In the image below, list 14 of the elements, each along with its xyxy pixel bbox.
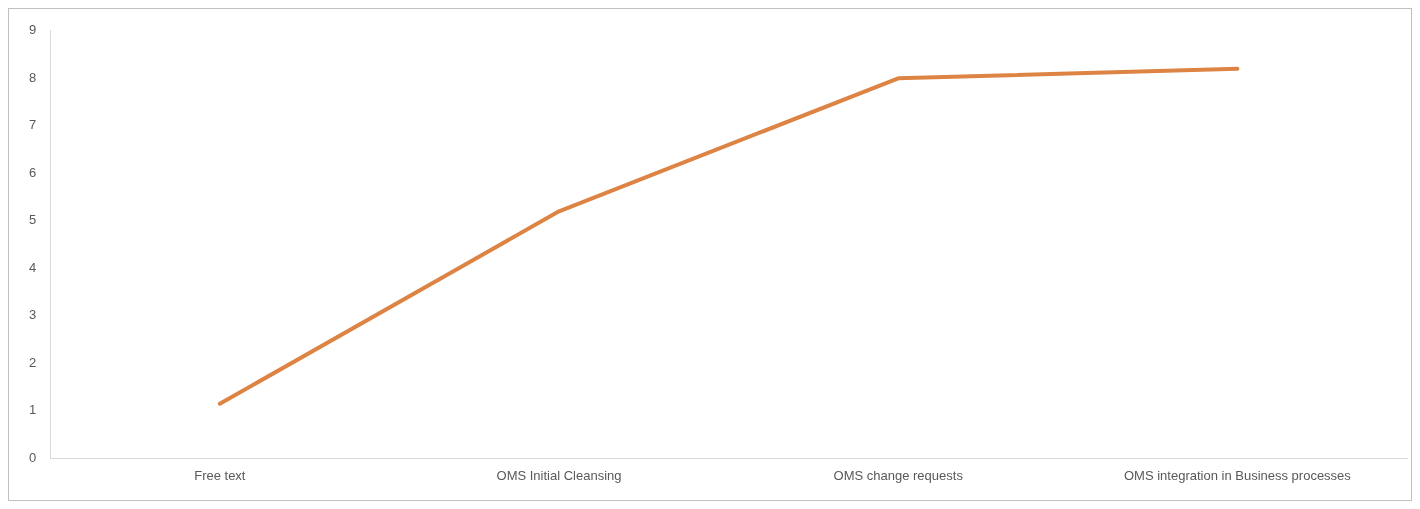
y-tick-label: 5	[29, 212, 37, 228]
x-tick-label: Free text	[194, 467, 246, 483]
y-tick-label: 8	[29, 69, 37, 85]
y-tick-label: 4	[29, 259, 37, 275]
x-tick-label: OMS Initial Cleansing	[496, 467, 622, 483]
x-tick-label: OMS change requests	[833, 467, 964, 483]
y-tick-label: 2	[29, 354, 37, 370]
y-tick-label: 6	[29, 164, 37, 180]
y-tick-label: 9	[29, 22, 37, 38]
y-tick-label: 1	[29, 402, 37, 418]
x-tick-label: OMS integration in Business processes	[1123, 467, 1352, 483]
y-tick-label: 7	[29, 117, 37, 133]
y-tick-label: 3	[29, 307, 37, 323]
y-tick-label: 0	[29, 449, 37, 465]
